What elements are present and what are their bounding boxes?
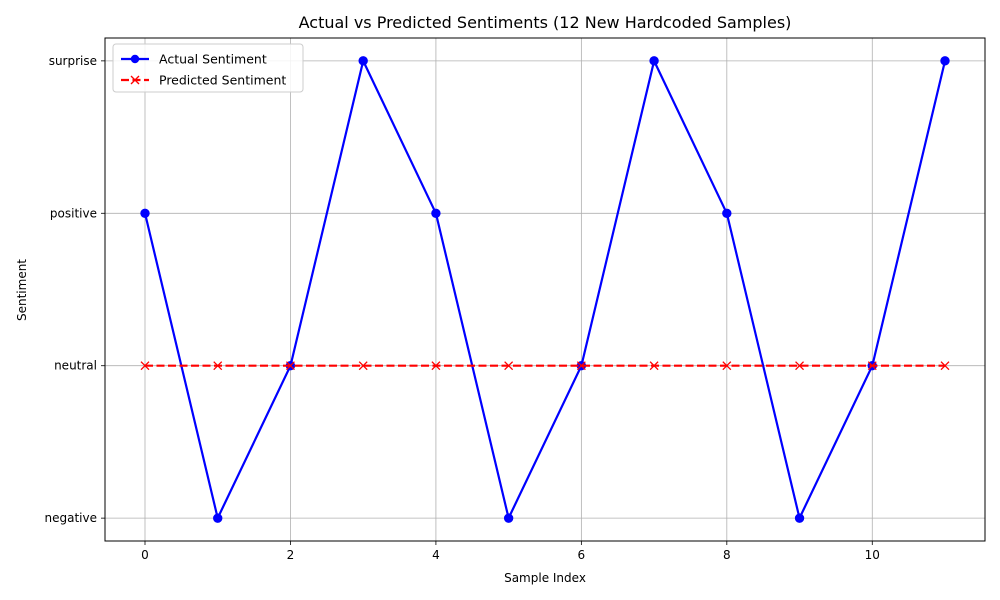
data-point-actual xyxy=(794,513,805,523)
x-marker-stroke xyxy=(358,361,368,371)
ticks: 0 2 4 6 8 10 negative neutral positive surprise xyxy=(45,54,880,562)
data-point-predicted xyxy=(431,361,441,371)
legend-box xyxy=(112,43,304,93)
x-axis-label: Sample Index xyxy=(504,571,586,585)
data-point-actual xyxy=(940,56,950,66)
data-point-predicted xyxy=(285,361,295,371)
x-tick-label: 0 xyxy=(141,548,149,562)
legend-label: Predicted Sentiment xyxy=(159,73,286,88)
x-marker-stroke xyxy=(940,361,950,371)
x-marker-stroke xyxy=(140,361,150,371)
chart-title: Actual vs Predicted Sentiments (12 New H… xyxy=(299,13,792,32)
y-axis-label: Sentiment xyxy=(15,259,29,321)
data-point-predicted xyxy=(576,361,586,371)
data-point-actual xyxy=(649,56,659,66)
legend-marker-x xyxy=(130,75,140,85)
grid xyxy=(105,38,985,541)
x-marker-stroke xyxy=(867,361,877,371)
data-point-actual xyxy=(431,208,441,218)
data-point-predicted xyxy=(358,361,368,371)
x-marker-stroke xyxy=(285,361,295,371)
legend-label: Actual Sentiment xyxy=(159,52,267,67)
data-point-predicted xyxy=(795,361,805,371)
x-tick-label: 4 xyxy=(432,548,440,562)
y-tick-label: negative xyxy=(45,511,97,525)
x-marker-stroke xyxy=(795,361,805,371)
x-marker-stroke xyxy=(722,361,732,371)
x-tick-label: 6 xyxy=(578,548,586,562)
data-point-actual xyxy=(213,513,223,523)
legend: Actual Sentiment Predicted Sentiment xyxy=(112,43,304,93)
series-line-actual xyxy=(143,59,947,520)
data-point-actual xyxy=(722,208,732,218)
x-marker-stroke xyxy=(431,361,441,371)
legend-marker-circle xyxy=(130,54,140,64)
y-tick-label: neutral xyxy=(54,359,97,373)
x-tick-label: 10 xyxy=(865,548,880,562)
data-point-predicted xyxy=(940,361,950,371)
data-point-predicted xyxy=(213,361,223,371)
data-point-predicted xyxy=(649,361,659,371)
plot-frame xyxy=(104,37,986,542)
data-point-predicted xyxy=(722,361,732,371)
x-marker-stroke xyxy=(213,361,223,371)
x-marker-stroke xyxy=(649,361,659,371)
x-tick-label: 2 xyxy=(287,548,295,562)
data-point-actual xyxy=(358,56,368,66)
data-point-predicted xyxy=(867,361,877,371)
y-tick-label: surprise xyxy=(49,54,97,68)
data-point-predicted xyxy=(504,361,514,371)
data-point-actual xyxy=(140,208,150,218)
y-tick-label: positive xyxy=(50,206,97,220)
x-tick-label: 8 xyxy=(723,548,731,562)
x-marker-stroke xyxy=(504,361,514,371)
x-marker-stroke xyxy=(576,361,586,371)
data-point-actual xyxy=(503,513,514,523)
series-layer xyxy=(140,56,950,523)
data-point-predicted xyxy=(140,361,150,371)
